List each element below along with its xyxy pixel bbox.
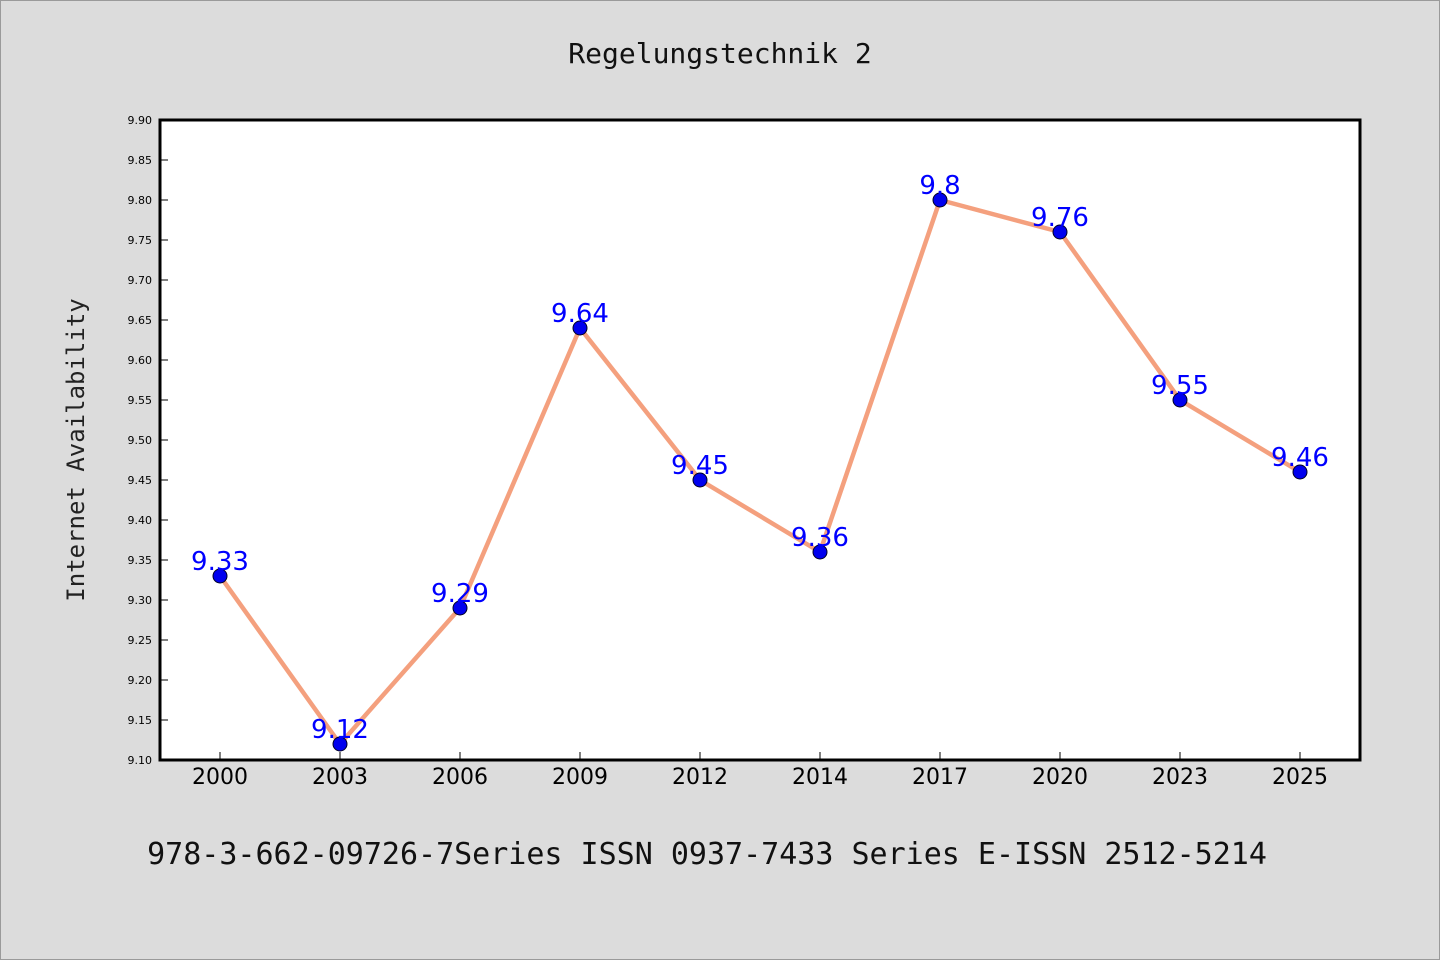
y-tick-label: 9.50 <box>128 434 153 447</box>
y-tick-label: 9.25 <box>128 634 153 647</box>
x-tick-label: 2014 <box>792 765 848 790</box>
x-tick-label: 2003 <box>312 765 368 790</box>
y-tick-label: 9.20 <box>128 674 153 687</box>
data-point <box>212 568 228 584</box>
data-point <box>692 472 708 488</box>
plot-area <box>158 118 1362 762</box>
data-point <box>1292 464 1308 480</box>
footer-text: 978-3-662-09726-7Series ISSN 0937-7433 S… <box>147 837 1267 872</box>
data-label: 9.8 <box>919 171 960 201</box>
x-tick-label: 2023 <box>1152 765 1208 790</box>
y-tick-label: 9.30 <box>128 594 153 607</box>
data-point <box>332 736 348 752</box>
y-axis: 9.10 9.15 9.20 9.25 9.30 9.35 9.40 9.45 9.50 9.55… <box>128 114 168 767</box>
data-label: 9.45 <box>671 451 729 481</box>
y-tick-label: 9.90 <box>128 114 153 127</box>
y-tick-label: 9.10 <box>128 754 153 767</box>
data-label: 9.64 <box>551 299 609 329</box>
data-label: 9.33 <box>191 547 249 577</box>
y-tick-label: 9.85 <box>128 154 153 167</box>
x-tick-label: 2017 <box>912 765 968 790</box>
y-tick-label: 9.80 <box>128 194 153 207</box>
y-axis-label: Internet Availability <box>62 298 90 601</box>
data-label: 9.36 <box>791 523 849 553</box>
y-tick-label: 9.55 <box>128 394 153 407</box>
data-point <box>572 320 588 336</box>
data-point <box>1052 224 1068 240</box>
y-tick-label: 9.75 <box>128 234 153 247</box>
data-label: 9.76 <box>1031 203 1089 233</box>
y-tick-label: 9.35 <box>128 554 153 567</box>
series-layer: 9.33 9.12 9.29 9.64 9.45 9.36 9.8 9.76 9.55 9.46 <box>191 171 1329 752</box>
x-tick-label: 2020 <box>1032 765 1088 790</box>
y-tick-label: 9.45 <box>128 474 153 487</box>
x-axis: 2000 2003 2006 2009 2012 2014 2017 2020 2023 2025 <box>192 752 1328 790</box>
y-tick-label: 9.40 <box>128 514 153 527</box>
y-tick-label: 9.70 <box>128 274 153 287</box>
series-line <box>218 197 1302 747</box>
data-label: 9.55 <box>1151 371 1209 401</box>
x-tick-label: 2000 <box>192 765 248 790</box>
data-point <box>452 600 468 616</box>
data-label: 9.29 <box>431 579 489 609</box>
data-label: 9.12 <box>311 715 369 745</box>
y-tick-label: 9.15 <box>128 714 153 727</box>
x-tick-label: 2006 <box>432 765 488 790</box>
data-point <box>932 192 948 208</box>
x-tick-label: 2025 <box>1272 765 1328 790</box>
data-point <box>812 544 828 560</box>
data-label: 9.46 <box>1271 443 1329 473</box>
x-tick-label: 2012 <box>672 765 728 790</box>
data-point <box>1172 392 1188 408</box>
y-tick-label: 9.65 <box>128 314 153 327</box>
chart-title: Regelungstechnik 2 <box>568 37 871 70</box>
x-tick-label: 2009 <box>552 765 608 790</box>
y-tick-label: 9.60 <box>128 354 153 367</box>
